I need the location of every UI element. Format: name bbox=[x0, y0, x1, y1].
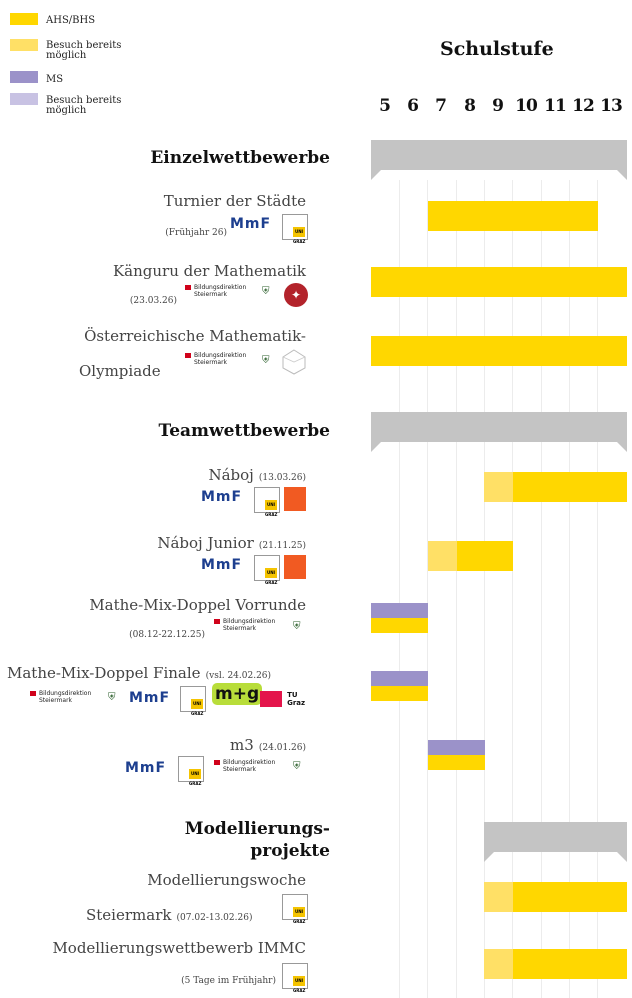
uni-graz-logo: UNI GRAZ bbox=[178, 756, 204, 786]
grade-label: 7 bbox=[435, 96, 447, 116]
grid-line bbox=[399, 180, 400, 998]
grid-line bbox=[512, 180, 513, 998]
grid-line bbox=[456, 180, 457, 998]
item-title-naboj: Náboj (13.03.26) bbox=[208, 466, 306, 484]
mmf-logo: MmF bbox=[201, 557, 243, 573]
section-title-einzel: Einzelwettbewerbe bbox=[150, 148, 330, 168]
naboj-logo bbox=[284, 555, 306, 579]
uni-graz-logo: UNI GRAZ bbox=[282, 963, 308, 993]
bar-immc-early bbox=[484, 949, 513, 979]
bar-naboj-junior bbox=[457, 541, 513, 571]
item-date-immc: (5 Tage im Frühjahr) bbox=[181, 976, 276, 986]
mmf-logo: MmF bbox=[230, 216, 272, 232]
bildungsdirektion-logo: Bildungsdirektion Steiermark bbox=[214, 759, 275, 773]
grade-label: 13 bbox=[600, 96, 623, 116]
uni-graz-logo: UNI GRAZ bbox=[282, 214, 308, 244]
naboj-logo bbox=[284, 487, 306, 511]
bildungsdirektion-logo: Bildungsdirektion Steiermark bbox=[185, 352, 246, 366]
item-title-mmd-vorrunde: Mathe-Mix-Doppel Vorrunde bbox=[89, 596, 306, 614]
bildungsdirektion-logo: Bildungsdirektion Steiermark bbox=[30, 690, 91, 704]
mmf-logo: MmF bbox=[125, 760, 167, 776]
item-date-kaenguru: (23.03.26) bbox=[129, 296, 177, 306]
grid-line bbox=[597, 180, 598, 998]
bildungsdirektion-logo: Bildungsdirektion Steiermark bbox=[185, 284, 246, 298]
uni-graz-logo: UNI GRAZ bbox=[254, 487, 280, 517]
bar-turnier bbox=[428, 201, 598, 231]
bar-immc bbox=[513, 949, 627, 979]
section-ribbon-team bbox=[371, 412, 627, 452]
section-title-modell: Modellierungs- projekte bbox=[184, 819, 330, 861]
item-title-oemo-line1: Österreichische Mathematik- bbox=[84, 327, 306, 345]
grid-line bbox=[541, 180, 542, 998]
bar-m3-ms bbox=[428, 740, 485, 755]
grade-label: 8 bbox=[464, 96, 476, 116]
bar-mmd-finale-ms bbox=[371, 671, 428, 686]
bar-naboj bbox=[513, 472, 627, 502]
grade-label: 11 bbox=[544, 96, 567, 116]
legend-label-ahs-early: Besuch bereits möglich bbox=[46, 40, 122, 61]
legend-swatch-ahs-early bbox=[10, 39, 38, 51]
bar-mw-early bbox=[484, 882, 513, 912]
item-title-turnier: Turnier der Städte bbox=[163, 192, 306, 210]
legend-label-ms: MS bbox=[46, 74, 64, 85]
crest-icon: ⛨ bbox=[293, 621, 301, 632]
bar-kaenguru bbox=[371, 267, 627, 297]
bar-naboj-early bbox=[484, 472, 513, 502]
legend-label-ahs: AHS/BHS bbox=[46, 15, 96, 26]
header-title: Schulstufe bbox=[440, 38, 554, 60]
grid-line bbox=[569, 180, 570, 998]
grade-label: 9 bbox=[492, 96, 504, 116]
bar-naboj-junior-early bbox=[428, 541, 457, 571]
bar-mmd-finale-ahs bbox=[371, 686, 428, 701]
bar-mw bbox=[513, 882, 627, 912]
kangaroo-logo: ✦ bbox=[284, 283, 308, 307]
grade-label: 5 bbox=[379, 96, 391, 116]
crest-icon: ⛨ bbox=[108, 692, 116, 703]
uni-graz-logo: UNI GRAZ bbox=[282, 894, 308, 924]
mmf-logo: MmF bbox=[129, 690, 171, 706]
item-title-oemo-line2: Olympiade bbox=[79, 362, 161, 380]
uni-graz-logo: UNI GRAZ bbox=[254, 555, 280, 585]
crest-icon: ⛨ bbox=[293, 761, 301, 772]
grid-line bbox=[427, 180, 428, 998]
item-date-mmd-vorrunde: (08.12-22.12.25) bbox=[129, 630, 205, 640]
mmf-logo: MmF bbox=[201, 489, 243, 505]
bar-mmd-vorrunde-ahs bbox=[371, 618, 428, 633]
grade-label: 12 bbox=[572, 96, 595, 116]
legend-swatch-ms bbox=[10, 71, 38, 83]
grade-label: 10 bbox=[515, 96, 538, 116]
legend-label-ms-early: Besuch bereits möglich bbox=[46, 95, 122, 116]
item-title-m3: m3 (24.01.26) bbox=[230, 736, 306, 754]
crest-icon: ⛨ bbox=[262, 286, 270, 297]
item-title-mw-line2: Steiermark (07.02-13.02.26) bbox=[86, 906, 253, 924]
bildungsdirektion-logo: Bildungsdirektion Steiermark bbox=[214, 618, 275, 632]
bar-mmd-vorrunde-ms bbox=[371, 603, 428, 618]
legend-swatch-ahs bbox=[10, 13, 38, 25]
item-title-naboj-junior: Náboj Junior (21.11.25) bbox=[157, 534, 306, 552]
bar-oemo bbox=[371, 336, 627, 366]
item-title-mmd-finale: Mathe-Mix-Doppel Finale (vsl. 24.02.26) bbox=[7, 664, 272, 682]
item-title-mw-line1: Modellierungswoche bbox=[147, 871, 306, 889]
crest-icon: ⛨ bbox=[262, 355, 270, 366]
grid-line bbox=[484, 180, 485, 998]
section-title-team: Teamwettbewerbe bbox=[158, 421, 331, 441]
grade-label: 6 bbox=[407, 96, 419, 116]
item-title-immc: Modellierungswettbewerb IMMC bbox=[52, 939, 306, 957]
uni-graz-logo: UNI GRAZ bbox=[180, 686, 206, 716]
olympiad-polyhedron-icon bbox=[282, 349, 306, 375]
item-date-turnier: (Frühjahr 26) bbox=[165, 228, 227, 238]
tu-graz-logo: TU Graz bbox=[260, 688, 305, 707]
m-plus-g-logo: m+g bbox=[212, 683, 263, 705]
section-ribbon-modell bbox=[484, 822, 627, 862]
item-title-kaenguru: Känguru der Mathematik bbox=[112, 262, 306, 280]
section-ribbon-einzel bbox=[371, 140, 627, 180]
bar-m3-ahs bbox=[428, 755, 485, 770]
legend-swatch-ms-early bbox=[10, 93, 38, 105]
